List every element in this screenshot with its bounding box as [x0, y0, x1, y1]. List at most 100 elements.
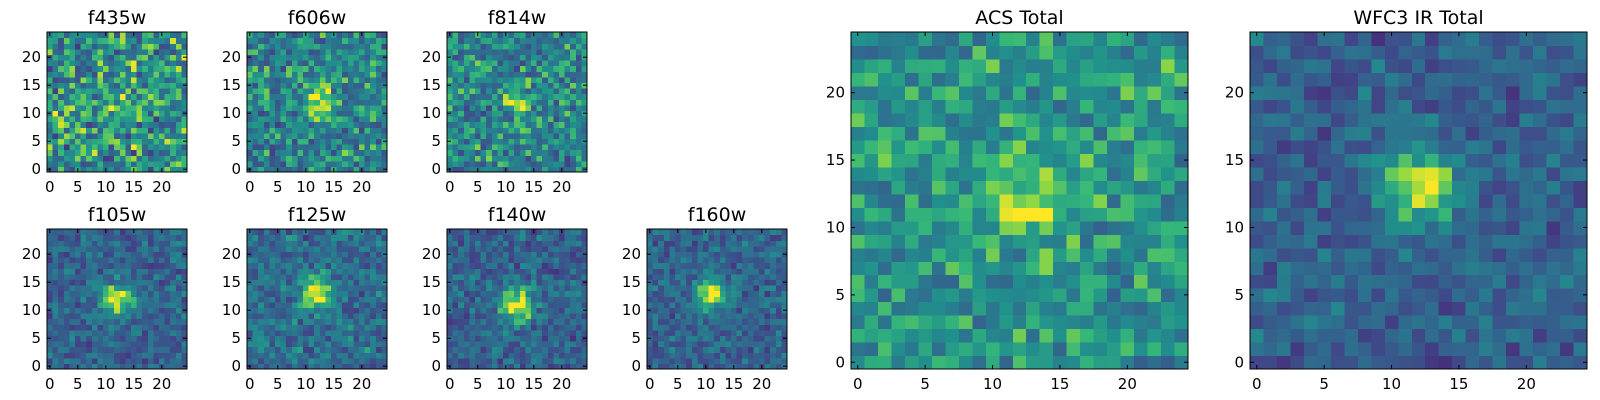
y-tick-label: 20 — [222, 48, 241, 66]
heatmap-cell — [669, 296, 676, 303]
heatmap-cell — [503, 352, 510, 359]
heatmap-cell — [703, 346, 710, 353]
heatmap-cell — [170, 99, 177, 106]
heatmap-cell — [491, 240, 498, 247]
heatmap-cell — [142, 240, 149, 247]
heatmap-cell — [308, 104, 315, 111]
heatmap-cell — [269, 88, 276, 95]
heatmap-cell — [103, 335, 110, 342]
heatmap-cells — [247, 32, 388, 173]
heatmap-cell — [175, 268, 182, 275]
heatmap-cell — [114, 240, 121, 247]
heatmap-cell — [108, 262, 115, 269]
heatmap-cell — [170, 121, 177, 128]
heatmap-cell — [931, 247, 946, 262]
heatmap-cell — [80, 285, 87, 292]
heatmap-cell — [1080, 180, 1095, 195]
heatmap-cell — [353, 60, 360, 67]
heatmap-cell — [159, 313, 166, 320]
heatmap-cell — [581, 121, 588, 128]
y-tick-label: 10 — [622, 301, 641, 319]
heatmap-cell — [125, 268, 132, 275]
heatmap-cell — [142, 104, 149, 111]
heatmap-cell — [175, 37, 182, 44]
heatmap-cell — [480, 335, 487, 342]
heatmap-cell — [877, 328, 893, 343]
heatmap-cell — [447, 273, 454, 280]
heatmap-cell — [525, 257, 532, 264]
heatmap-cell — [125, 43, 132, 50]
heatmap-cell — [164, 318, 171, 325]
heatmap-cell — [1161, 274, 1176, 289]
heatmap-cell — [175, 104, 182, 111]
heatmap-cell — [364, 346, 371, 353]
heatmap-cell — [91, 251, 98, 258]
heatmap-cell — [142, 110, 149, 117]
heatmap-cell — [497, 127, 504, 134]
heatmap-cell — [258, 160, 265, 167]
heatmap-cell — [851, 342, 866, 357]
heatmap-cell — [336, 229, 343, 236]
heatmap-cell — [452, 116, 459, 123]
heatmap-cell — [708, 341, 715, 348]
heatmap-cell — [353, 279, 360, 286]
heatmap-cell — [447, 329, 454, 336]
heatmap-cell — [463, 116, 470, 123]
heatmap-cell — [52, 121, 59, 128]
heatmap-cell — [514, 335, 521, 342]
heatmap-cell — [347, 65, 354, 72]
heatmap-cell — [342, 110, 349, 117]
heatmap-cell — [514, 60, 521, 67]
heatmap-cell — [125, 60, 132, 67]
heatmap-cell — [258, 127, 265, 134]
heatmap-cell — [325, 37, 332, 44]
heatmap-cell — [325, 262, 332, 269]
heatmap-cell — [731, 357, 738, 364]
heatmap-cell — [508, 93, 515, 100]
heatmap-cell — [342, 54, 349, 61]
heatmap-cell — [575, 301, 582, 308]
heatmap-cell — [375, 76, 382, 83]
heatmap-cell — [747, 296, 754, 303]
y-tick-label: 10 — [222, 301, 241, 319]
heatmap-cell — [458, 352, 465, 359]
heatmap-cell — [570, 116, 577, 123]
heatmap-cell — [252, 37, 259, 44]
heatmap-cell — [570, 71, 577, 78]
heatmap-cell — [325, 273, 332, 280]
heatmap-cell — [703, 234, 710, 241]
heatmap-cell — [547, 301, 554, 308]
heatmap-cell — [170, 155, 177, 162]
heatmap-cell — [125, 37, 132, 44]
x-tick-label: 20 — [152, 375, 171, 393]
heatmap-cell — [258, 32, 265, 39]
heatmap-cell — [63, 144, 70, 151]
heatmap-cell — [547, 257, 554, 264]
heatmap-cell — [775, 240, 782, 247]
heatmap-cell — [458, 110, 465, 117]
heatmap-cell — [258, 110, 265, 117]
heatmap-cell — [1093, 301, 1108, 316]
heatmap-cell — [381, 37, 388, 44]
heatmap-cell — [63, 329, 70, 336]
heatmap-cell — [675, 352, 682, 359]
heatmap-cell — [52, 262, 59, 269]
heatmap-cell — [525, 245, 532, 252]
heatmap-cell — [703, 335, 710, 342]
heatmap-cell — [114, 329, 121, 336]
heatmap-cell — [945, 261, 960, 276]
heatmap-cell — [147, 116, 154, 123]
heatmap-cell — [58, 155, 65, 162]
heatmap-cell — [263, 257, 270, 264]
heatmap-cell — [519, 329, 526, 336]
heatmap-cell — [945, 328, 960, 343]
heatmap-cell — [114, 357, 121, 364]
heatmap-cell — [497, 290, 504, 297]
heatmap-cell — [91, 32, 98, 39]
heatmap-cell — [1080, 355, 1095, 370]
heatmap-cell — [570, 240, 577, 247]
heatmap-cell — [564, 341, 571, 348]
heatmap-cell — [263, 357, 270, 364]
heatmap-cell — [69, 296, 76, 303]
